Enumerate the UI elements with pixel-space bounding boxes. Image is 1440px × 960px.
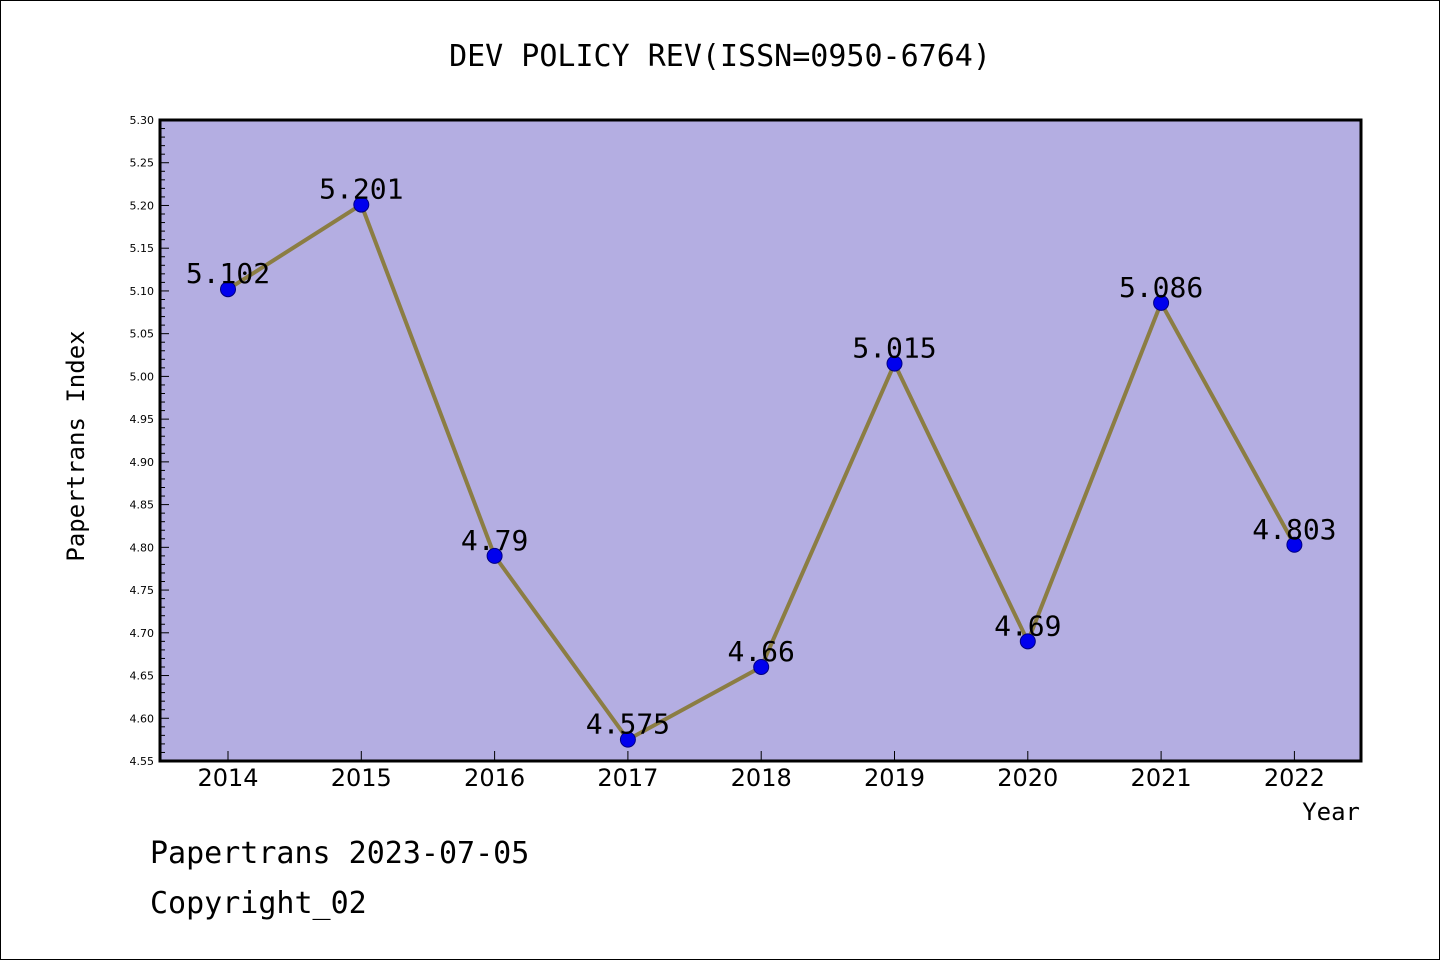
x-tick-label: 2015 — [331, 764, 392, 792]
x-tick-label: 2017 — [597, 764, 658, 792]
data-point-marker — [619, 731, 636, 748]
y-tick-label: 4.70 — [130, 627, 155, 640]
x-tick-label: 2020 — [997, 764, 1058, 792]
data-point-marker — [886, 355, 903, 372]
x-axis: 2014 2015 2016 2017 2018 2019 2020 2021 2022 — [197, 751, 1325, 792]
y-tick-label: 4.55 — [130, 755, 155, 768]
chart-title: DEV POLICY REV(ISSN=0950-6764) — [449, 39, 991, 74]
y-tick-label: 4.65 — [130, 670, 155, 683]
footer-copyright: Copyright_02 — [150, 886, 367, 921]
y-tick-label: 5.15 — [130, 242, 155, 255]
data-point-marker — [753, 658, 770, 675]
y-tick-label: 5.05 — [130, 328, 155, 341]
y-tick-label: 4.75 — [130, 584, 155, 597]
x-tick-label: 2018 — [731, 764, 792, 792]
y-tick-label: 5.30 — [130, 114, 155, 127]
data-point-marker — [353, 196, 370, 213]
data-point-label: 4.79 — [461, 524, 528, 557]
y-axis: 4.55 4.60 4.65 4.70 4.75 4.80 4.85 4.90 4.95 5.00… — [130, 114, 169, 768]
x-tick-label: 2019 — [864, 764, 925, 792]
data-point-label: 4.69 — [994, 609, 1061, 642]
y-tick-label: 4.80 — [130, 541, 155, 554]
y-tick-label: 5.25 — [130, 157, 155, 170]
y-axis-label: Papertrans Index — [62, 330, 90, 561]
y-tick-label: 4.95 — [130, 413, 155, 426]
data-point-label: 4.575 — [586, 708, 670, 741]
data-point-marker — [486, 547, 503, 564]
data-point-marker — [220, 281, 236, 298]
data-point-marker — [1153, 294, 1170, 311]
x-tick-label: 2022 — [1264, 764, 1325, 792]
y-tick-label: 5.10 — [130, 285, 155, 298]
data-point-label: 5.201 — [319, 173, 403, 206]
data-point-marker — [1286, 536, 1303, 553]
x-tick-label: 2014 — [197, 764, 258, 792]
data-point-label: 4.803 — [1252, 513, 1336, 546]
plot-area — [158, 118, 1363, 763]
x-tick-label: 2016 — [464, 764, 525, 792]
markers-layer — [220, 196, 1303, 748]
y-tick-label: 4.60 — [130, 712, 155, 725]
data-point-label: 5.086 — [1119, 271, 1203, 304]
data-labels-layer: 5.102 5.201 4.79 4.575 4.66 5.015 4.69 5.086 4.8… — [186, 173, 1337, 741]
x-tick-label: 2021 — [1131, 764, 1192, 792]
footer-date: Papertrans 2023-07-05 — [150, 836, 530, 871]
data-point-label: 4.66 — [727, 635, 794, 668]
x-axis-label: Year — [1302, 798, 1360, 826]
y-tick-label: 5.20 — [130, 199, 155, 212]
data-point-label: 5.102 — [186, 257, 270, 290]
data-point-marker — [1019, 633, 1036, 650]
y-tick-label: 4.90 — [130, 456, 155, 469]
data-point-label: 5.015 — [852, 332, 936, 365]
y-tick-label: 5.00 — [130, 370, 155, 383]
y-tick-label: 4.85 — [130, 499, 155, 512]
